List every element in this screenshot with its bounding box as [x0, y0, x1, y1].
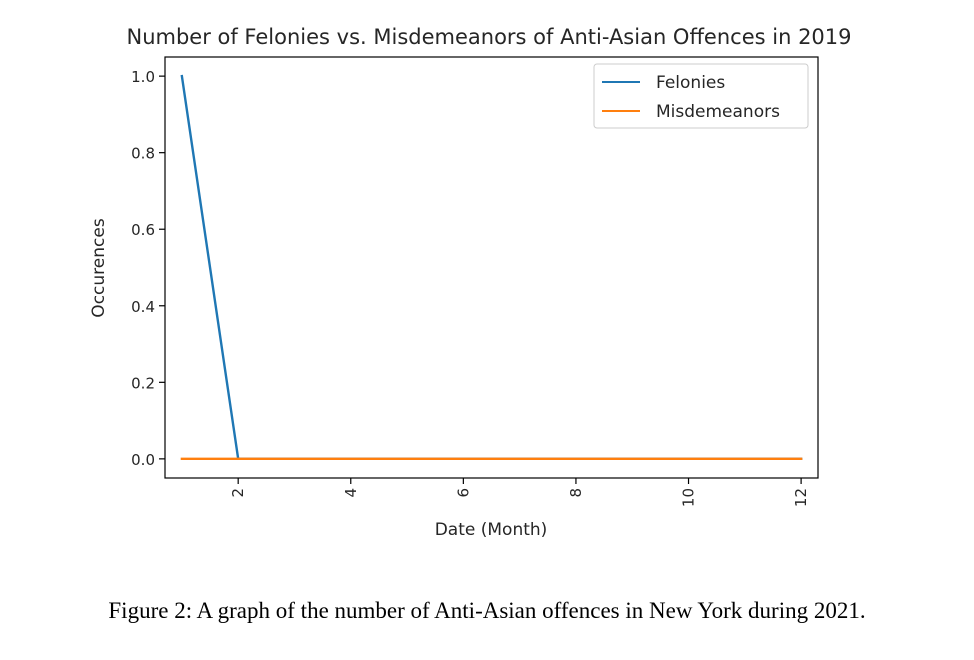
- plot-frame: [164, 56, 819, 479]
- legend-entry-misdemeanors: Misdemeanors: [656, 102, 780, 122]
- y-tick-label-2: 0.4: [131, 298, 155, 316]
- y-tick-label-5: 1.0: [131, 68, 155, 86]
- y-tick-label-0: 0.0: [131, 451, 155, 469]
- chart-title: Number of Felonies vs. Misdemeanors of A…: [126, 25, 851, 49]
- y-tick-label-4: 0.8: [131, 145, 155, 163]
- series-line-felonies: [180, 74, 803, 461]
- legend-entry-felonies: Felonies: [656, 73, 725, 93]
- x-tick-label-3: 8: [567, 488, 585, 498]
- legend: Felonies Misdemeanors: [593, 63, 809, 129]
- y-axis-label: Occurences: [89, 218, 109, 318]
- x-axis-label: Date (Month): [435, 520, 548, 540]
- x-ticks: [237, 478, 802, 484]
- x-tick-label-0: 2: [229, 488, 247, 498]
- line-chart: Number of Felonies vs. Misdemeanors of A…: [89, 25, 852, 540]
- x-tick-label-1: 4: [342, 488, 360, 498]
- x-tick-label-4: 10: [680, 488, 698, 507]
- y-tick-labels: 0.0 0.2 0.4 0.6 0.8 1.0: [131, 68, 155, 469]
- y-ticks: [159, 75, 165, 460]
- x-tick-labels: 2 4 6 8 10 12: [229, 488, 810, 507]
- series-lines: [180, 74, 803, 461]
- legend-box: [593, 63, 809, 129]
- x-tick-label-5: 12: [792, 488, 810, 507]
- x-tick-label-2: 6: [454, 488, 472, 498]
- y-tick-label-1: 0.2: [131, 374, 155, 392]
- figure-caption: Figure 2: A graph of the number of Anti-…: [108, 598, 866, 623]
- y-tick-label-3: 0.6: [131, 221, 155, 239]
